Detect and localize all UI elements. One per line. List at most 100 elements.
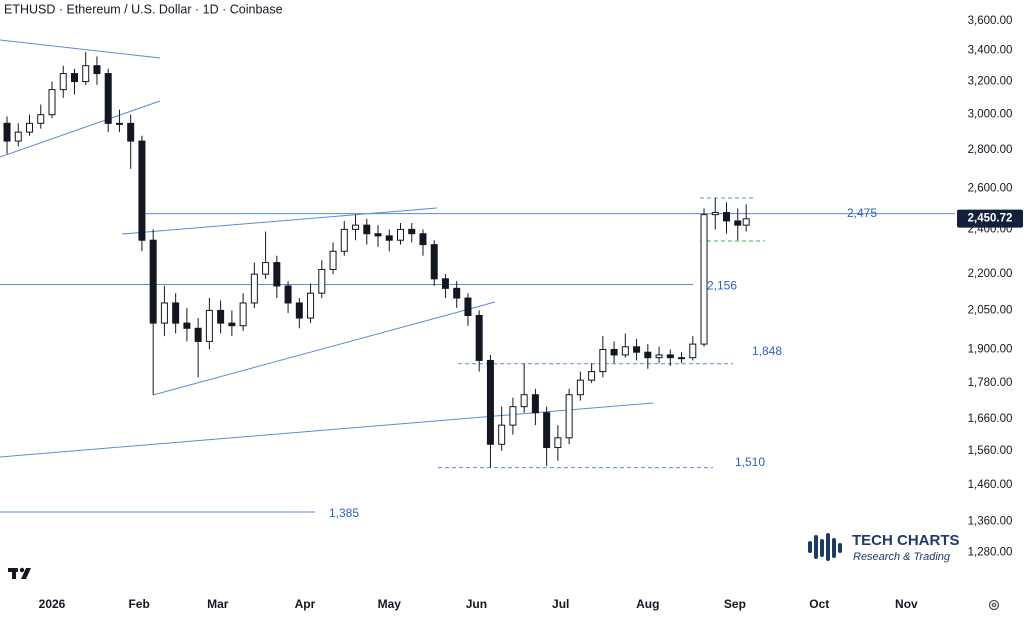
candle-body [26, 122, 34, 133]
candle-body [82, 65, 90, 83]
candle-body [486, 359, 494, 445]
candle-body [228, 322, 236, 327]
trendline [152, 301, 496, 396]
candle-body [644, 351, 652, 359]
trendline [0, 100, 161, 158]
chart-title: ETHUSD · Ethereum / U.S. Dollar · 1D · C… [4, 2, 283, 16]
candle-body [678, 357, 686, 360]
candle-body [742, 218, 750, 226]
x-tick-label: Jul [552, 597, 569, 611]
x-tick-label: Oct [809, 597, 829, 611]
candle-body [239, 302, 247, 327]
candle-body [48, 89, 56, 116]
settings-icon[interactable] [988, 599, 1000, 611]
y-tick-label: 1,660.00 [968, 413, 1013, 425]
candle-body [531, 394, 539, 414]
brand-tagline: Research & Trading [853, 551, 951, 563]
brand-name: TECH CHARTS [852, 532, 960, 549]
x-tick-label: 2026 [39, 597, 66, 611]
y-tick-label: 2,050.00 [968, 304, 1013, 316]
candle-body [419, 233, 427, 246]
candle-body [217, 309, 225, 324]
y-tick-label: 3,000.00 [968, 109, 1013, 121]
candle-body [599, 348, 607, 373]
trendline [0, 402, 654, 458]
candle-body [543, 412, 551, 449]
candle-body [329, 250, 337, 270]
candle-body [127, 122, 135, 142]
price-tag-label: 2,450.72 [968, 213, 1013, 225]
candle-body [138, 140, 146, 241]
candle-body [520, 394, 528, 408]
candle-body [70, 73, 78, 83]
candle-body [588, 371, 596, 381]
candle-body [149, 239, 157, 324]
candle-body [464, 297, 472, 316]
candle-body [396, 228, 404, 241]
x-tick-label: Aug [636, 597, 659, 611]
candle-body [655, 354, 663, 359]
candle-body [250, 273, 258, 304]
candle-body [295, 302, 303, 319]
y-tick-label: 3,400.00 [968, 44, 1013, 56]
candle-body [183, 322, 191, 329]
candle-body [262, 262, 270, 275]
level-label: 2,156 [707, 279, 737, 293]
candle-body [666, 354, 674, 359]
brand-logo [808, 533, 842, 561]
candle-body [37, 114, 45, 124]
x-tick-label: Mar [207, 597, 229, 611]
x-tick-label: Jun [466, 597, 487, 611]
y-tick-label: 1,460.00 [968, 479, 1013, 491]
trendlines [0, 39, 765, 458]
candle-body [689, 343, 697, 359]
candle-body [318, 268, 326, 294]
y-tick-label: 1,560.00 [968, 445, 1013, 457]
candle-body [700, 214, 708, 345]
y-tick-label: 2,200.00 [968, 268, 1013, 280]
candle-body [610, 348, 618, 356]
x-tick-label: Feb [128, 597, 149, 611]
candle-body [205, 309, 213, 342]
candle-body [172, 302, 180, 324]
candle-body [104, 73, 112, 124]
y-tick-label: 2,600.00 [968, 182, 1013, 194]
candle-body [441, 278, 449, 289]
level-label: 2,475 [847, 206, 877, 220]
candle-body [59, 73, 67, 91]
trendline [0, 39, 161, 59]
level-label: 1,510 [735, 455, 765, 469]
candle-body [576, 379, 584, 396]
candle-body [307, 292, 315, 319]
price-tag [957, 209, 1023, 228]
y-tick-label: 1,780.00 [968, 377, 1013, 389]
level-label: 1,848 [752, 344, 782, 358]
x-tick-label: Nov [895, 597, 918, 611]
candle-body [385, 235, 393, 241]
candle-body [3, 122, 11, 142]
candle-body [363, 224, 371, 235]
y-tick-label: 1,360.00 [968, 515, 1013, 527]
candle-body [430, 244, 438, 280]
candle-body [498, 424, 506, 445]
y-tick-label: 1,280.00 [968, 547, 1013, 559]
y-tick-label: 2,800.00 [968, 144, 1013, 156]
y-tick-label: 1,900.00 [968, 344, 1013, 356]
candle-body [475, 314, 483, 361]
candle-body [352, 224, 360, 230]
candle-body [565, 394, 573, 439]
x-tick-label: May [378, 597, 402, 611]
tv-logo [8, 567, 31, 579]
candle-body [711, 212, 719, 216]
candle-body [93, 65, 101, 75]
x-tick-label: Sep [724, 597, 746, 611]
y-tick-label: 3,200.00 [968, 76, 1013, 88]
trendline [121, 207, 438, 235]
candle-body [374, 233, 382, 237]
candle-body [734, 220, 742, 226]
candle-body [14, 131, 22, 142]
candle-body [284, 285, 292, 304]
candle-body [509, 406, 517, 426]
